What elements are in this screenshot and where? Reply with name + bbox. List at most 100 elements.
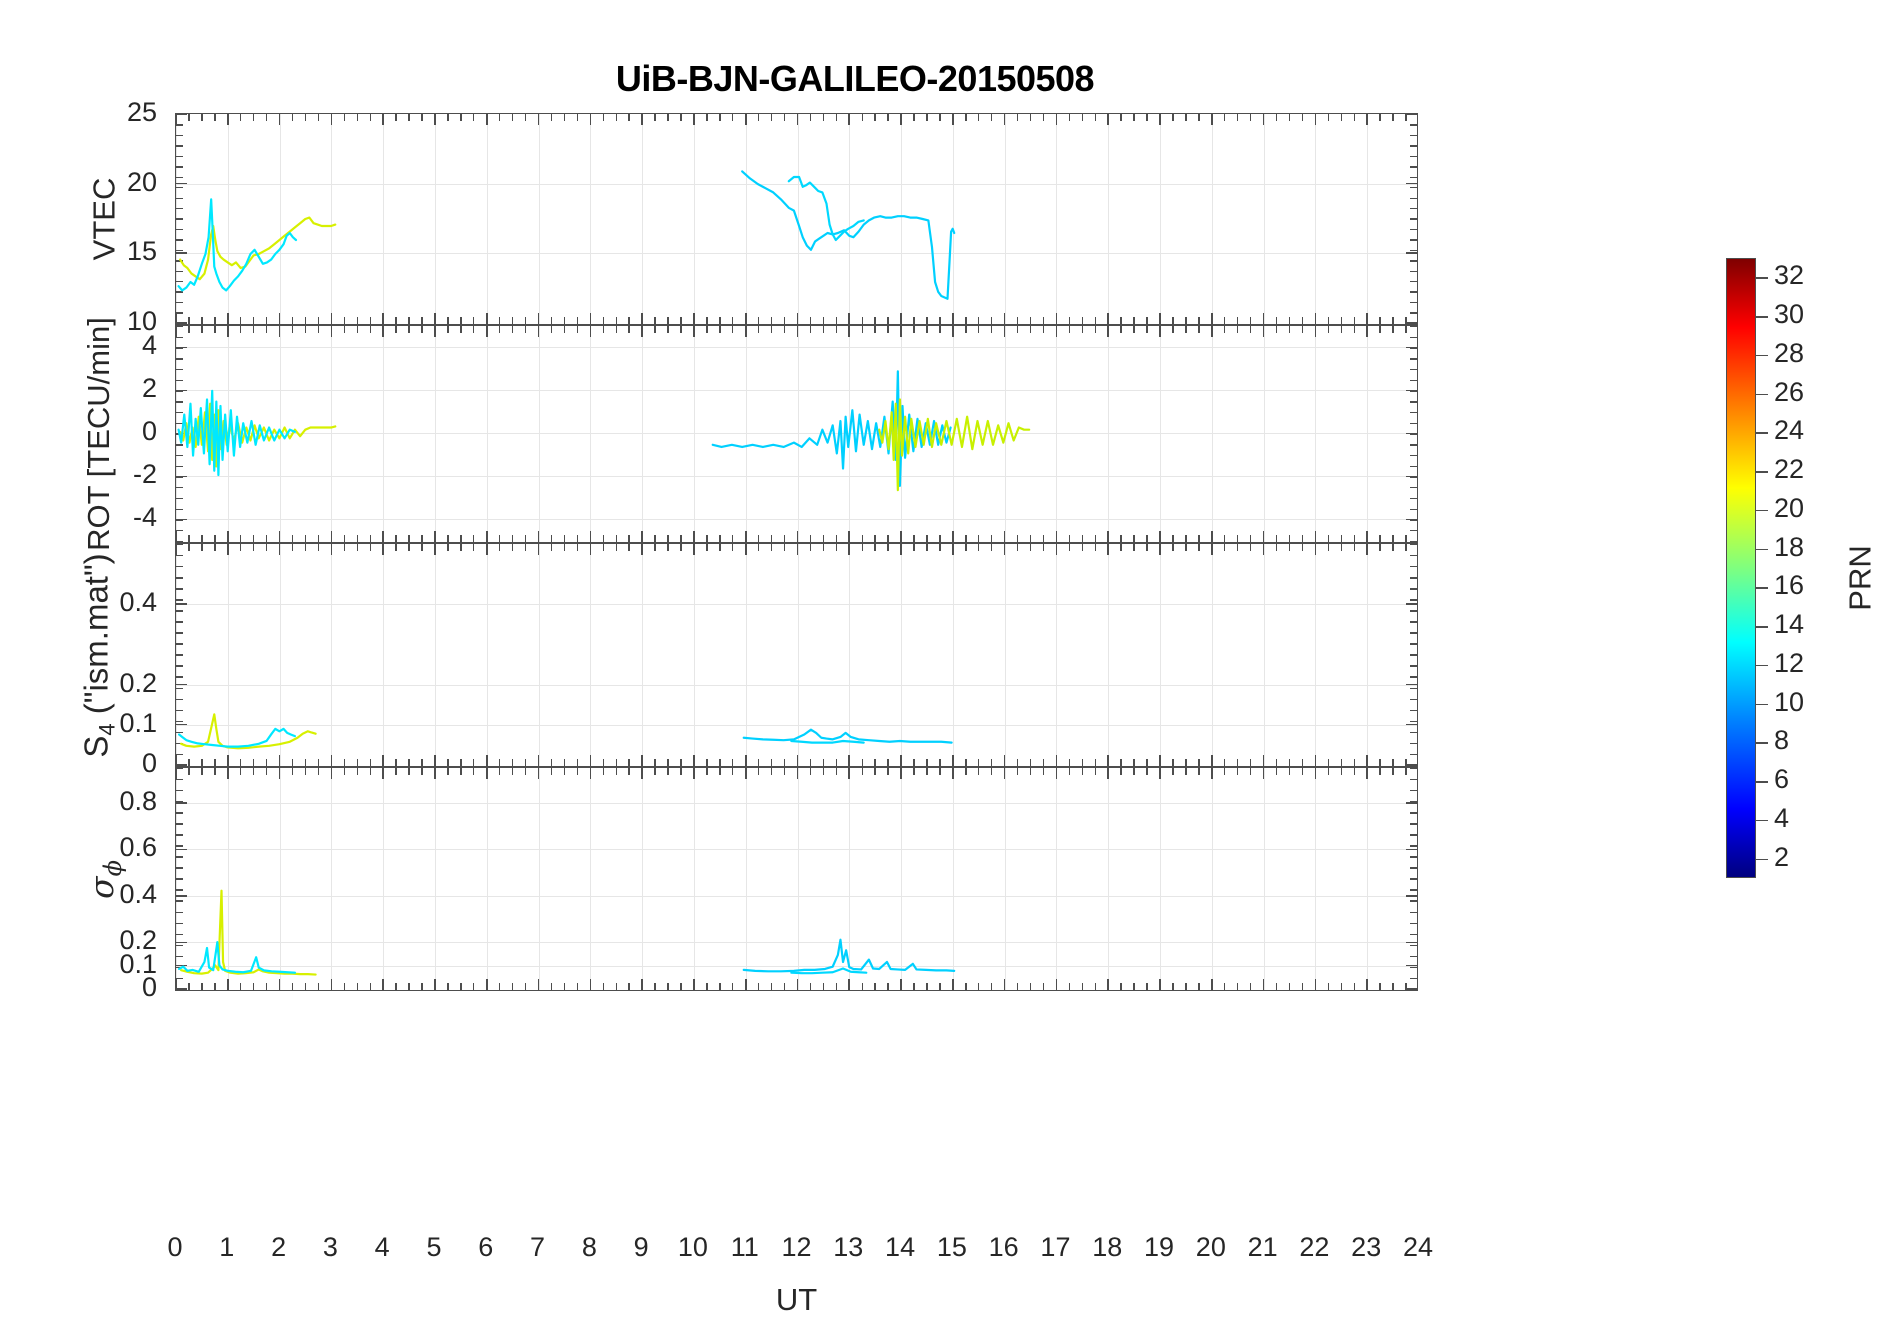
x-tick-mark xyxy=(511,983,514,990)
x-tick-mark-top xyxy=(641,768,643,779)
x-tick-mark xyxy=(1405,983,1407,990)
x-tick-label: 8 xyxy=(581,1232,597,1262)
x-tick-mark-top xyxy=(369,326,371,333)
x-tick-mark-top xyxy=(563,326,566,333)
x-tick-mark xyxy=(783,535,786,542)
x-tick-mark xyxy=(796,979,799,990)
x-tick-mark-top xyxy=(434,326,436,337)
y-tick-minor xyxy=(176,698,183,700)
x-tick-mark xyxy=(615,983,617,990)
gridline-vertical xyxy=(331,768,333,990)
y-tick-minor xyxy=(1410,379,1417,382)
x-tick-mark-top xyxy=(809,768,812,775)
y-tick-minor xyxy=(176,155,183,158)
x-tick-mark-top xyxy=(1029,114,1032,121)
x-tick-mark-top xyxy=(434,768,436,779)
x-tick-mark xyxy=(576,535,579,542)
x-tick-mark-top xyxy=(563,114,566,121)
x-tick-label: 22 xyxy=(1299,1232,1330,1262)
gridline-horizontal xyxy=(176,604,1417,606)
gridline-vertical xyxy=(642,768,644,990)
x-tick-mark-top xyxy=(900,544,902,555)
y-tick-minor xyxy=(176,176,183,179)
x-tick-mark xyxy=(757,983,760,990)
x-tick-mark-top xyxy=(1249,544,1252,551)
x-tick-mark-top xyxy=(861,114,863,121)
x-tick-mark-top xyxy=(304,114,307,121)
y-tick-minor xyxy=(176,422,183,425)
x-tick-mark xyxy=(214,535,216,542)
gridline-vertical xyxy=(590,114,592,324)
x-tick-mark-top xyxy=(1003,326,1006,337)
colorbar-tick-mark xyxy=(1756,548,1768,551)
colorbar-tick-label: 14 xyxy=(1774,609,1805,640)
y-tick-minor xyxy=(176,454,183,457)
x-tick-mark-top xyxy=(1327,544,1330,551)
trace-prn-12 xyxy=(178,727,297,748)
y-tick-minor xyxy=(1410,114,1417,116)
x-tick-mark-top xyxy=(460,114,462,121)
x-tick-mark-top xyxy=(965,768,967,775)
y-tick-minor xyxy=(1410,577,1417,579)
y-tick-minor xyxy=(176,709,183,711)
x-tick-mark-top xyxy=(421,768,423,775)
colorbar-tick-mark xyxy=(1756,819,1768,822)
y-tick-minor xyxy=(176,218,183,220)
y-tick-mark xyxy=(1406,475,1417,478)
gridline-vertical xyxy=(1056,544,1058,766)
x-tick-mark xyxy=(473,317,475,324)
x-tick-mark xyxy=(201,983,203,990)
x-tick-mark-top xyxy=(1146,768,1148,775)
x-tick-mark-top xyxy=(343,768,345,775)
x-tick-mark-top xyxy=(1211,768,1213,779)
y-tick-minor xyxy=(1410,197,1417,199)
y-tick-minor xyxy=(1410,544,1417,546)
x-tick-mark xyxy=(1249,317,1252,324)
gridline-vertical xyxy=(797,114,799,324)
x-tick-mark xyxy=(861,983,863,990)
x-tick-mark-top xyxy=(641,114,643,125)
x-tick-mark-top xyxy=(1249,114,1252,121)
x-tick-mark-top xyxy=(1288,768,1291,775)
y-tick-mark xyxy=(176,389,187,392)
y-tick-minor xyxy=(1410,742,1417,745)
x-tick-mark-top xyxy=(900,326,902,337)
x-tick-mark-top xyxy=(395,326,397,333)
x-tick-mark xyxy=(1392,759,1394,766)
x-tick-mark-top xyxy=(952,114,954,125)
y-tick-minor xyxy=(176,134,183,137)
x-tick-mark-top xyxy=(1301,114,1304,121)
y-tick-minor xyxy=(176,966,183,969)
x-tick-mark-top xyxy=(1340,768,1342,775)
x-tick-mark-top xyxy=(1055,326,1058,337)
y-tick-mark xyxy=(1406,182,1417,185)
x-tick-mark xyxy=(1146,317,1148,324)
x-tick-mark xyxy=(226,755,229,766)
colorbar-prn[interactable] xyxy=(1726,258,1756,878)
x-tick-mark-top xyxy=(1314,114,1317,125)
x-tick-mark xyxy=(447,983,449,990)
trace-prn-11 xyxy=(741,170,956,300)
x-tick-mark-top xyxy=(1340,114,1342,121)
y-tick-minor xyxy=(176,326,183,328)
x-tick-mark-top xyxy=(861,326,863,333)
x-tick-label: 23 xyxy=(1351,1232,1382,1262)
gridline-horizontal xyxy=(176,347,1417,349)
x-tick-mark xyxy=(330,979,333,990)
x-tick-mark xyxy=(1198,983,1200,990)
x-tick-mark xyxy=(524,535,527,542)
y-tick-minor xyxy=(176,566,183,568)
x-tick-mark-top xyxy=(706,544,708,551)
x-tick-label: 19 xyxy=(1144,1232,1175,1262)
gridline-vertical xyxy=(693,114,695,324)
x-tick-label: 3 xyxy=(322,1232,338,1262)
x-tick-mark-top xyxy=(252,544,255,551)
gridline-vertical xyxy=(227,768,229,990)
x-tick-mark-top xyxy=(1042,114,1045,121)
y-tick-minor xyxy=(1410,270,1417,272)
x-tick-mark xyxy=(1068,535,1071,542)
x-tick-mark xyxy=(1185,317,1187,324)
x-tick-mark xyxy=(511,317,514,324)
gridline-vertical xyxy=(1211,768,1213,990)
